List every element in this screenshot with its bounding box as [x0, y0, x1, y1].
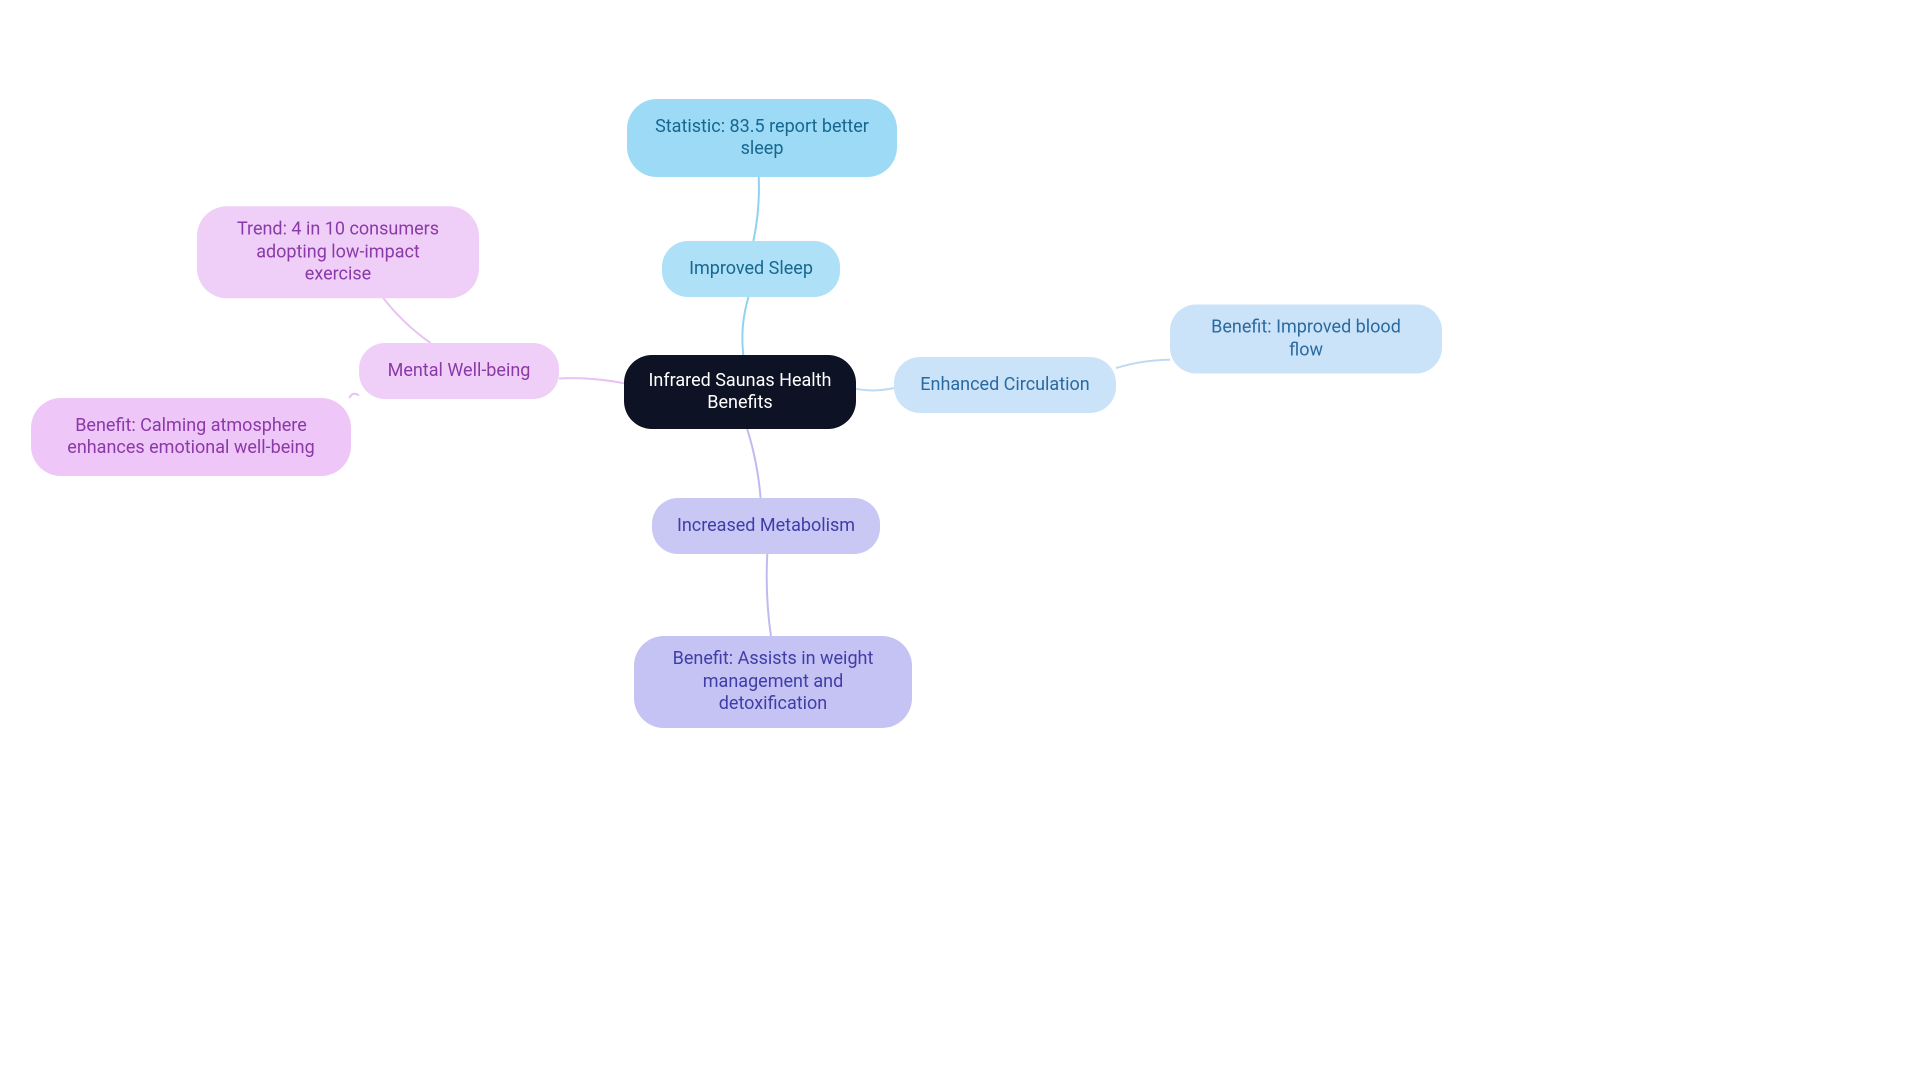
- mindmap-edges: [0, 0, 1920, 1083]
- edge-center-mental: [559, 378, 624, 383]
- node-mental: Mental Well-being: [359, 343, 559, 399]
- node-sleep-stat-label: Statistic: 83.5 report better sleep: [651, 116, 873, 161]
- edge-center-metab: [747, 429, 760, 498]
- node-circ-benefit: Benefit: Improved blood flow: [1170, 305, 1442, 374]
- edge-mental-mental_trend: [379, 292, 431, 343]
- node-metab-label: Increased Metabolism: [677, 515, 855, 538]
- edge-circ-circ_benefit: [1116, 360, 1170, 368]
- node-circ-label: Enhanced Circulation: [920, 374, 1089, 397]
- node-metab: Increased Metabolism: [652, 498, 880, 554]
- node-mental-benefit-label: Benefit: Calming atmosphere enhances emo…: [55, 415, 327, 460]
- edge-mental-mental_benefit: [349, 394, 359, 398]
- node-mental-benefit: Benefit: Calming atmosphere enhances emo…: [31, 398, 351, 476]
- node-center-label: Infrared Saunas Health Benefits: [648, 370, 832, 415]
- node-mental-trend-label: Trend: 4 in 10 consumers adopting low-im…: [221, 218, 455, 286]
- node-circ-benefit-label: Benefit: Improved blood flow: [1194, 317, 1418, 362]
- node-metab-benefit: Benefit: Assists in weight management an…: [634, 636, 912, 728]
- node-circ: Enhanced Circulation: [894, 357, 1116, 413]
- edge-center-sleep: [742, 297, 748, 355]
- node-sleep-label: Improved Sleep: [689, 258, 813, 281]
- node-mental-trend: Trend: 4 in 10 consumers adopting low-im…: [197, 206, 479, 298]
- node-metab-benefit-label: Benefit: Assists in weight management an…: [658, 648, 888, 716]
- node-mental-label: Mental Well-being: [388, 360, 531, 383]
- edge-center-circ: [856, 388, 894, 391]
- node-sleep: Improved Sleep: [662, 241, 840, 297]
- edge-sleep-sleep_stat: [753, 177, 759, 241]
- node-sleep-stat: Statistic: 83.5 report better sleep: [627, 99, 897, 177]
- edge-metab-metab_benefit: [767, 554, 771, 636]
- node-center: Infrared Saunas Health Benefits: [624, 355, 856, 429]
